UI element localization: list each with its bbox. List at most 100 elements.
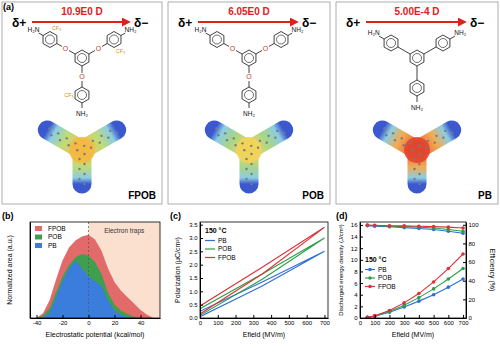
substituent: CF₃ <box>116 48 126 54</box>
esp-core <box>69 137 95 163</box>
legend-label: PB <box>378 266 387 273</box>
y-axis-title: Normalized area (a.u.) <box>6 235 14 305</box>
aromatic-circle <box>212 35 221 44</box>
marker <box>432 225 436 229</box>
bond <box>206 33 210 36</box>
molecule-panel: δ+δ−6.05E0 DOH₂NONH₂ONH₂POB <box>168 2 330 204</box>
atom-dot <box>383 127 385 129</box>
tick-mark <box>200 238 203 239</box>
tick-label: 400 <box>267 320 278 326</box>
delta-plus: δ+ <box>178 16 192 30</box>
line <box>367 254 463 317</box>
bond <box>450 36 455 39</box>
linker-atom: O <box>263 45 269 52</box>
tick-label: 300 <box>400 320 411 326</box>
panel-border <box>336 2 498 204</box>
line <box>200 238 324 315</box>
tick-label: 8 <box>354 269 358 275</box>
tick: 100 <box>213 315 224 326</box>
tick-label: 40 <box>138 320 145 326</box>
legend-item: PB <box>35 242 57 249</box>
tick-label: 1.0 <box>189 289 198 295</box>
atom-dot <box>266 141 268 143</box>
tick: 3.5 <box>189 222 203 228</box>
tick-mark <box>253 315 254 318</box>
tick: 80 <box>463 241 476 247</box>
legend-item: POB <box>35 233 62 240</box>
atom-dot <box>418 163 420 165</box>
atom-dot <box>78 158 80 160</box>
line <box>200 251 324 316</box>
bond <box>249 66 250 73</box>
tick-label: 0 <box>87 320 91 326</box>
atom-dot <box>451 131 453 133</box>
tick: 200 <box>231 315 242 326</box>
tick: 700 <box>320 315 331 326</box>
marker <box>373 224 377 228</box>
atom-dot <box>257 146 259 148</box>
tick-label: 3.5 <box>189 222 198 228</box>
legend-label: POB <box>218 245 232 252</box>
tick: 40 <box>463 278 476 284</box>
atom-dot <box>411 149 413 151</box>
chart-title: 150 °C <box>365 256 386 263</box>
plot-frame <box>30 222 160 318</box>
legend-label: FPOB <box>218 254 236 261</box>
dipole-arrow <box>198 21 297 23</box>
tick-mark <box>463 243 466 244</box>
marker <box>417 224 421 228</box>
bond <box>417 96 418 102</box>
plot-frame <box>360 222 466 318</box>
tick-label: 700 <box>320 320 331 326</box>
axis: 0100200300400500600700 <box>359 315 469 326</box>
marker <box>417 296 421 300</box>
benzene-ring <box>436 35 450 51</box>
aromatic-circle <box>277 35 286 44</box>
tick: 2.5 <box>189 249 203 255</box>
atom-dot <box>245 178 247 180</box>
dipole-arrow <box>32 21 129 23</box>
molecule-panel: δ+δ−5.00E-4 DH₂NNH₂NH₂PB <box>336 2 498 204</box>
aromatic-circle <box>413 54 422 63</box>
chart: 0100200300400500600700024681012141602040… <box>336 211 496 339</box>
bond <box>69 51 75 55</box>
linker-atom: O <box>230 45 236 52</box>
y-axis-title: Polarization (μC/cm²) <box>174 237 182 303</box>
marker <box>461 267 465 271</box>
tick-label: 0 <box>354 315 358 321</box>
aromatic-circle <box>110 35 119 44</box>
linker-atom: O <box>246 73 252 80</box>
legend-swatch <box>35 243 42 248</box>
legend-label: FPOB <box>48 225 66 232</box>
legend-swatch <box>35 235 42 240</box>
axis <box>30 223 31 319</box>
tick-mark <box>463 225 466 226</box>
marker <box>388 224 392 228</box>
marker <box>366 224 370 228</box>
tick-label: 200 <box>385 320 396 326</box>
legend-marker <box>368 268 372 272</box>
tick-label: 200 <box>231 320 242 326</box>
atom-dot <box>83 145 85 147</box>
axis-line <box>30 223 31 319</box>
chart: Electron traps-40-2002040(b)Electrostati… <box>2 211 161 339</box>
tick-label: 20 <box>469 297 476 303</box>
marker <box>373 224 377 228</box>
tick-label: 20 <box>112 320 119 326</box>
marker <box>461 252 465 256</box>
marker <box>388 225 392 229</box>
legend-item: FPOB <box>35 225 66 232</box>
end-group: H₂N <box>195 26 207 33</box>
tick-mark <box>63 315 64 318</box>
atom-dot <box>76 149 78 151</box>
tick-label: 16 <box>351 222 358 228</box>
tick-label: 60 <box>469 259 476 265</box>
panel-border <box>168 2 330 204</box>
tick: 20 <box>112 315 119 326</box>
bond <box>379 36 384 39</box>
marker <box>366 223 370 227</box>
atom-dot <box>57 132 59 134</box>
marker <box>417 225 421 229</box>
tick-label: 600 <box>444 320 455 326</box>
plot-frame <box>200 222 328 318</box>
